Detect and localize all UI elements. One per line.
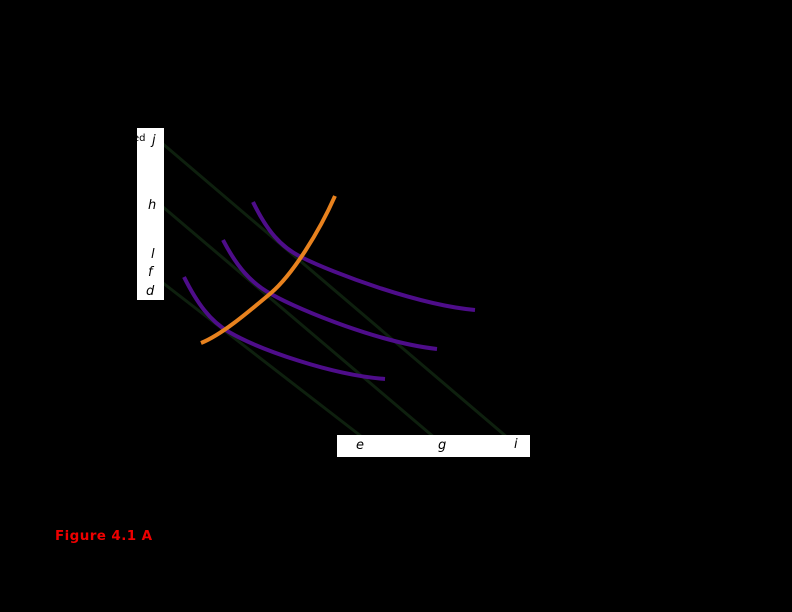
figure-caption: Figure 4.1 A xyxy=(55,528,153,544)
y-axis-label-box: ed j h l f d xyxy=(137,128,164,300)
indifference-curve-1 xyxy=(251,201,476,312)
x-axis-label-g: g xyxy=(438,438,447,453)
indifference-curve-3 xyxy=(182,276,386,381)
y-axis-label-d: d xyxy=(146,284,155,299)
x-axis-label-i: i xyxy=(514,437,518,452)
budget-line-j-i xyxy=(162,142,516,446)
y-axis-title-fragment: ed xyxy=(137,133,146,144)
y-axis-label-h: h xyxy=(148,198,157,213)
x-axis-label-box: e g i xyxy=(337,435,530,457)
y-axis-label-l: l xyxy=(151,247,155,262)
income-consumption-curve xyxy=(200,195,337,345)
x-axis-label-e: e xyxy=(356,438,364,453)
budget-line-h-g xyxy=(162,205,443,446)
budget-line-d-e xyxy=(162,281,367,442)
indifference-curve-2 xyxy=(221,239,438,351)
y-axis-label-j: j xyxy=(152,133,156,148)
y-axis-label-f: f xyxy=(148,265,153,280)
